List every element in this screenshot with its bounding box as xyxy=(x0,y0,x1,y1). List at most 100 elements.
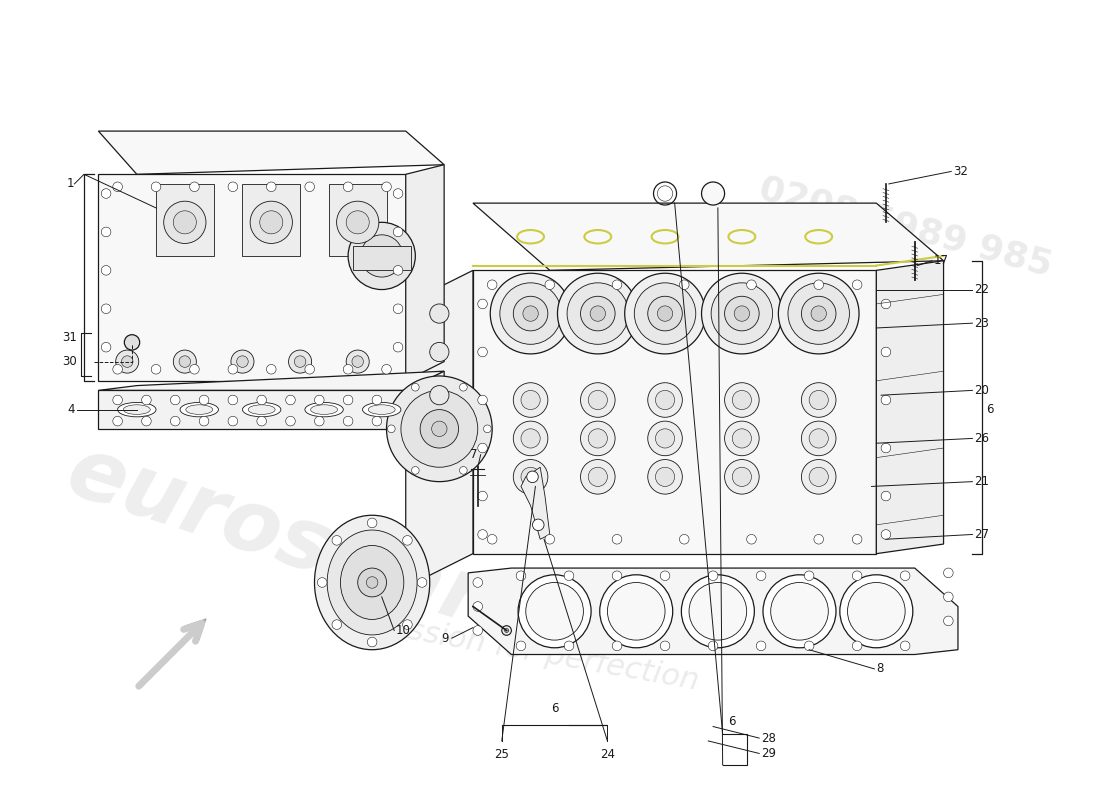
Circle shape xyxy=(228,182,238,191)
Polygon shape xyxy=(877,261,944,554)
Circle shape xyxy=(581,296,615,331)
Polygon shape xyxy=(406,270,473,587)
Circle shape xyxy=(544,280,554,290)
Circle shape xyxy=(747,534,757,544)
Ellipse shape xyxy=(180,402,219,417)
Circle shape xyxy=(170,395,180,405)
Text: 27: 27 xyxy=(975,528,989,541)
Text: 6: 6 xyxy=(551,702,559,715)
Circle shape xyxy=(802,459,836,494)
Circle shape xyxy=(544,534,554,544)
Circle shape xyxy=(473,626,483,635)
Circle shape xyxy=(681,574,755,648)
Circle shape xyxy=(260,211,283,234)
Circle shape xyxy=(367,638,377,647)
Circle shape xyxy=(788,283,849,344)
Text: 7: 7 xyxy=(471,448,477,462)
Circle shape xyxy=(113,365,122,374)
Ellipse shape xyxy=(123,405,151,414)
Circle shape xyxy=(656,390,674,410)
Text: 30: 30 xyxy=(63,355,77,368)
Circle shape xyxy=(101,342,111,352)
Circle shape xyxy=(393,266,403,275)
Circle shape xyxy=(613,641,621,650)
Circle shape xyxy=(839,574,913,648)
Circle shape xyxy=(516,641,526,650)
Circle shape xyxy=(581,382,615,418)
Circle shape xyxy=(521,429,540,448)
Circle shape xyxy=(725,459,759,494)
Text: 22: 22 xyxy=(975,283,989,296)
Text: 26: 26 xyxy=(975,432,989,445)
Text: 32: 32 xyxy=(954,165,968,178)
Circle shape xyxy=(581,421,615,456)
Circle shape xyxy=(460,383,467,391)
Circle shape xyxy=(487,280,497,290)
Circle shape xyxy=(847,582,905,640)
Circle shape xyxy=(725,421,759,456)
Circle shape xyxy=(660,571,670,581)
Circle shape xyxy=(337,201,378,243)
Circle shape xyxy=(346,211,370,234)
Circle shape xyxy=(708,641,718,650)
Text: 25: 25 xyxy=(494,748,509,761)
Circle shape xyxy=(382,182,392,191)
Polygon shape xyxy=(98,390,406,429)
Circle shape xyxy=(607,582,666,640)
Circle shape xyxy=(372,416,382,426)
Circle shape xyxy=(431,421,447,437)
Circle shape xyxy=(318,578,327,587)
Circle shape xyxy=(527,471,538,482)
Circle shape xyxy=(771,582,828,640)
Polygon shape xyxy=(353,246,410,270)
Text: 17: 17 xyxy=(934,254,949,267)
Polygon shape xyxy=(406,165,444,381)
Circle shape xyxy=(656,467,674,486)
Circle shape xyxy=(257,416,266,426)
Circle shape xyxy=(725,382,759,418)
Ellipse shape xyxy=(340,546,404,619)
Circle shape xyxy=(170,416,180,426)
Circle shape xyxy=(708,571,718,581)
Circle shape xyxy=(491,274,571,354)
Circle shape xyxy=(814,534,824,544)
Circle shape xyxy=(680,280,689,290)
Circle shape xyxy=(648,296,682,331)
Circle shape xyxy=(393,342,403,352)
Circle shape xyxy=(514,421,548,456)
Circle shape xyxy=(702,274,782,354)
Circle shape xyxy=(680,534,689,544)
Circle shape xyxy=(352,356,363,367)
Circle shape xyxy=(588,390,607,410)
Circle shape xyxy=(484,425,492,433)
Circle shape xyxy=(420,410,459,448)
Circle shape xyxy=(393,189,403,198)
Circle shape xyxy=(236,356,249,367)
Circle shape xyxy=(733,467,751,486)
Polygon shape xyxy=(98,371,444,390)
Circle shape xyxy=(417,578,427,587)
Circle shape xyxy=(382,365,392,374)
Circle shape xyxy=(346,350,370,373)
Circle shape xyxy=(881,530,891,539)
Ellipse shape xyxy=(327,530,417,635)
Circle shape xyxy=(810,390,828,410)
Polygon shape xyxy=(156,184,213,256)
Circle shape xyxy=(658,306,673,322)
Circle shape xyxy=(811,306,826,322)
Text: 4: 4 xyxy=(67,403,75,416)
Ellipse shape xyxy=(310,405,338,414)
Circle shape xyxy=(648,421,682,456)
Circle shape xyxy=(257,395,266,405)
Circle shape xyxy=(343,365,353,374)
Circle shape xyxy=(590,306,605,322)
Circle shape xyxy=(810,467,828,486)
Circle shape xyxy=(802,421,836,456)
Circle shape xyxy=(189,182,199,191)
Circle shape xyxy=(487,534,497,544)
Circle shape xyxy=(526,582,583,640)
Circle shape xyxy=(648,382,682,418)
Ellipse shape xyxy=(315,515,430,650)
Polygon shape xyxy=(473,203,944,270)
Circle shape xyxy=(613,571,621,581)
